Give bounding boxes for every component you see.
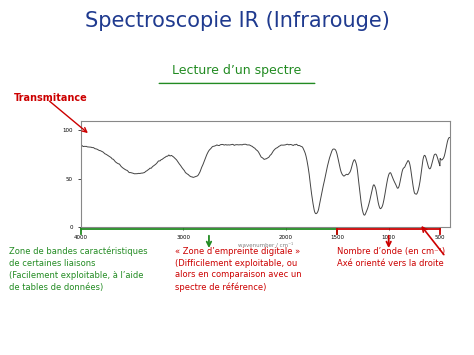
Text: wavenumber / cm⁻¹: wavenumber / cm⁻¹: [238, 242, 293, 247]
Text: « Zone d’empreinte digitale »
(Difficilement exploitable, ou
alors en comparaiso: « Zone d’empreinte digitale » (Difficile…: [175, 247, 302, 292]
Text: Spectroscopie IR (Infrarouge): Spectroscopie IR (Infrarouge): [84, 11, 390, 31]
Text: Nombre d’onde (en cm⁻¹)
Axé orienté vers la droite: Nombre d’onde (en cm⁻¹) Axé orienté vers…: [337, 247, 445, 268]
Text: Lecture d’un spectre: Lecture d’un spectre: [173, 64, 301, 77]
Text: Zone de bandes caractéristiques
de certaines liaisons
(Facilement exploitable, à: Zone de bandes caractéristiques de certa…: [9, 247, 148, 291]
Text: Transmitance: Transmitance: [14, 93, 88, 103]
